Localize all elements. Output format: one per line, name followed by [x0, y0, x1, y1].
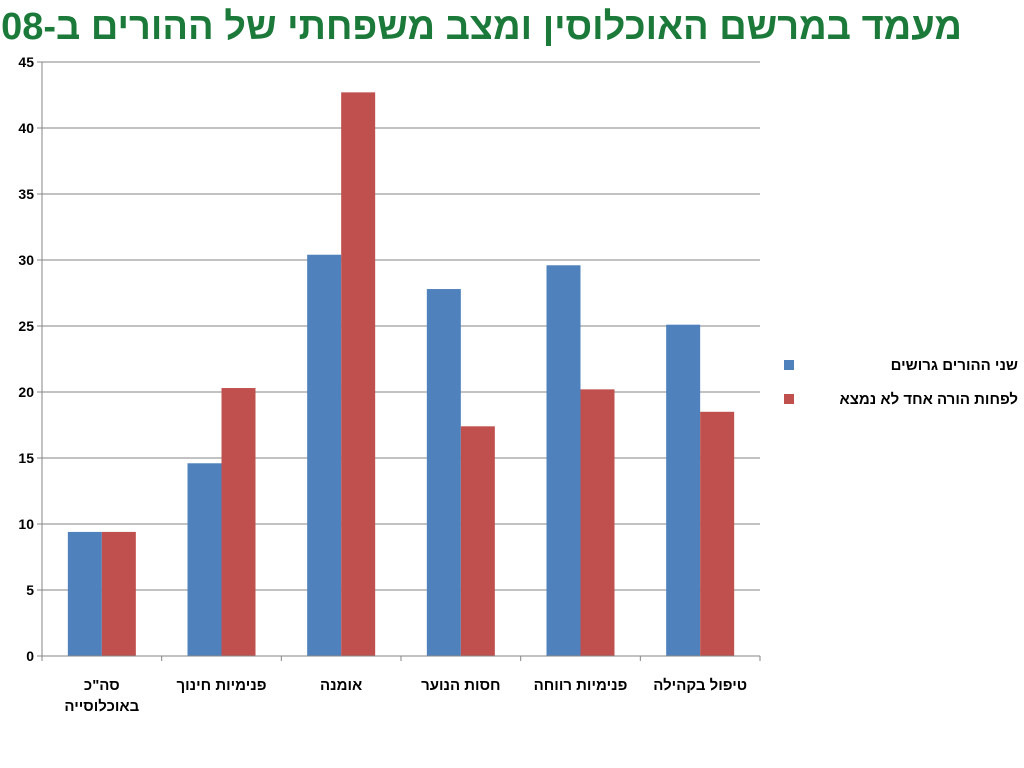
y-tick-label: 5	[26, 582, 34, 598]
x-tick-label: סה"כ	[84, 677, 120, 694]
y-tick-label: 25	[18, 318, 34, 334]
bars	[67, 92, 735, 657]
y-tick-labels: 0 5 10 15 20 25 30 35 40 45	[18, 54, 34, 664]
y-tick-label: 40	[18, 120, 34, 136]
bar-series-1	[426, 289, 461, 656]
bar-series-1	[307, 254, 342, 656]
bar-series-1	[187, 463, 222, 656]
y-tick-label: 20	[18, 384, 34, 400]
x-tick-label: באוכלוסייה	[64, 698, 139, 715]
x-tick-labels: סה"כ באוכלוסייה פנימיות חינוך אומנה חסות הנו…	[41, 656, 761, 715]
bar-series-2	[460, 426, 495, 656]
y-tick-label: 35	[18, 186, 34, 202]
axes	[41, 62, 760, 657]
bar-series-2	[341, 92, 376, 657]
legend: שני ההורים גרושים לפחות הורה אחד לא נמצא	[784, 357, 1018, 408]
x-tick-label: פנימיות רווחה	[534, 677, 628, 694]
y-tick-label: 30	[18, 252, 34, 268]
legend-swatch-series-2	[784, 394, 794, 404]
bar-series-2	[580, 389, 615, 656]
y-tick-label: 45	[18, 54, 34, 70]
x-tick-label: פנימיות חינוך	[176, 677, 266, 694]
x-tick-label: טיפול בקהילה	[653, 677, 747, 694]
bar-series-1	[666, 324, 701, 656]
bar-series-1	[546, 265, 581, 656]
y-tick-label: 0	[26, 648, 34, 664]
bar-series-2	[221, 388, 256, 656]
x-tick-label: אומנה	[320, 677, 362, 694]
legend-swatch-series-1	[784, 360, 794, 370]
grid-lines	[37, 61, 760, 657]
y-tick-label: 10	[18, 516, 34, 532]
legend-label-series-1: שני ההורים גרושים	[891, 357, 1018, 374]
legend-label-series-2: לפחות הורה אחד לא נמצא	[839, 391, 1018, 408]
y-tick-label: 15	[18, 450, 34, 466]
chart-title: מעמד במרשם האוכלוסין ומצב משפחתי של ההור…	[0, 6, 962, 48]
bar-series-1	[67, 531, 102, 656]
x-tick-label: חסות הנוער	[421, 677, 500, 694]
bar-series-2	[101, 531, 136, 656]
bar-series-2	[700, 411, 735, 656]
